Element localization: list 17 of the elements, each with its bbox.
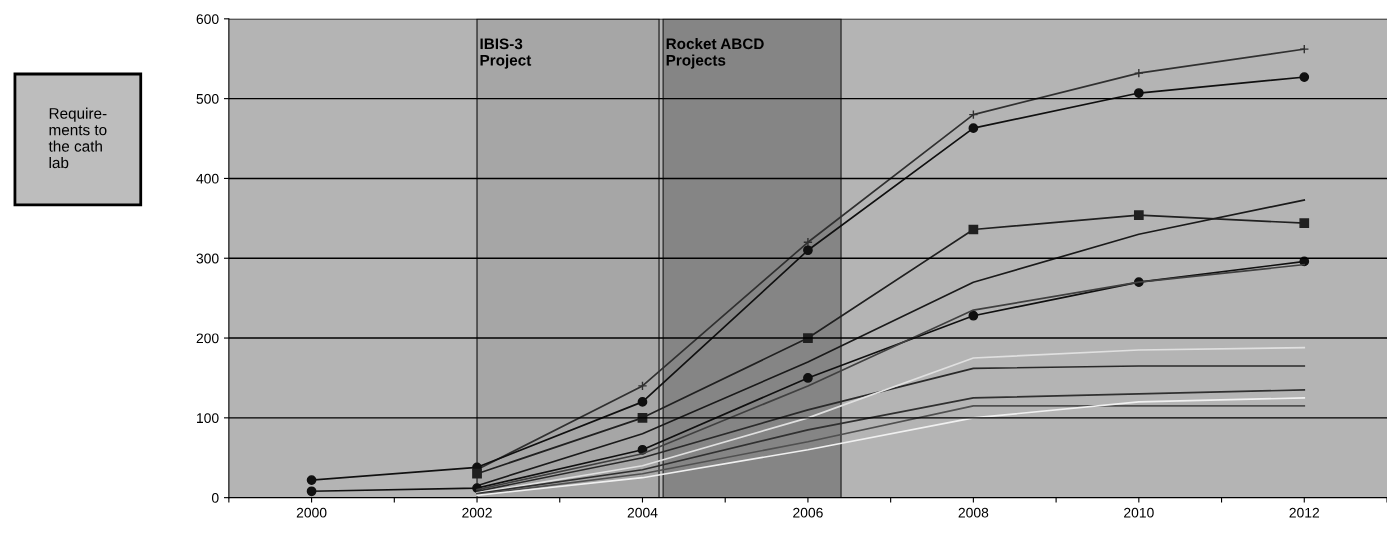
y-tick-label: 500 xyxy=(196,93,219,104)
y-tick-label: 200 xyxy=(196,333,219,344)
x-tick-label: 2000 xyxy=(296,507,327,518)
y-tick-label: 100 xyxy=(197,413,219,424)
y-tick-label: 600 xyxy=(196,14,219,24)
y-tick-label: 300 xyxy=(196,253,219,264)
band-label: IBIS-3 Project xyxy=(480,38,532,69)
y-tick-label: 0 xyxy=(211,492,219,503)
x-tick-label: 2010 xyxy=(1124,507,1154,518)
y-tick-label: 400 xyxy=(196,173,219,184)
x-tick-label: 2004 xyxy=(627,507,658,518)
text: Require- ments to the cath lab xyxy=(48,107,107,169)
x-tick-label: 2008 xyxy=(958,507,989,518)
band-label: Rocket ABCD Projects xyxy=(666,37,764,69)
x-tick-label: 2012 xyxy=(1289,507,1320,518)
x-tick-label: 2002 xyxy=(462,507,492,518)
x-tick-label: 2006 xyxy=(793,507,823,518)
